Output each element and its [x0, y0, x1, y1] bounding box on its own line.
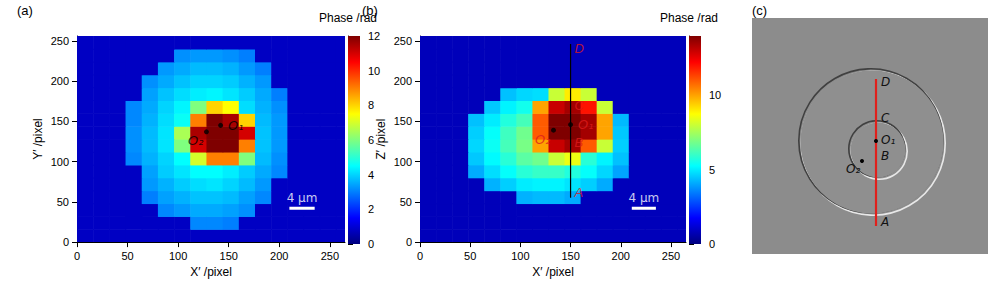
- svg-text:250: 250: [662, 250, 680, 262]
- svg-text:250: 250: [51, 35, 69, 47]
- svg-text:O₁: O₁: [578, 117, 593, 132]
- svg-text:200: 200: [612, 250, 630, 262]
- svg-text:O₂: O₂: [188, 133, 203, 148]
- svg-text:0: 0: [368, 238, 374, 250]
- svg-text:O₂: O₂: [535, 132, 550, 147]
- svg-text:100: 100: [394, 156, 412, 168]
- svg-text:12: 12: [368, 30, 380, 42]
- svg-text:100: 100: [511, 250, 529, 262]
- svg-text:150: 150: [220, 250, 238, 262]
- svg-text:O₂: O₂: [846, 162, 860, 176]
- svg-text:5: 5: [709, 164, 715, 176]
- svg-text:50: 50: [400, 196, 412, 208]
- svg-text:4: 4: [368, 169, 374, 181]
- svg-text:O₁: O₁: [228, 118, 243, 133]
- svg-text:X′ /pixel: X′ /pixel: [532, 265, 574, 279]
- svg-text:A: A: [574, 185, 584, 200]
- svg-text:Phase /rad: Phase /rad: [319, 11, 377, 25]
- svg-text:50: 50: [57, 196, 69, 208]
- svg-text:C: C: [575, 98, 585, 113]
- svg-text:0: 0: [417, 250, 423, 262]
- svg-text:50: 50: [464, 250, 476, 262]
- svg-text:Phase /rad: Phase /rad: [660, 11, 718, 25]
- svg-text:C: C: [881, 111, 890, 125]
- svg-text:200: 200: [270, 250, 288, 262]
- svg-text:10: 10: [368, 65, 380, 77]
- svg-text:B: B: [575, 135, 584, 150]
- svg-text:Z′ /pixel: Z′ /pixel: [374, 119, 388, 160]
- svg-text:D: D: [881, 75, 890, 89]
- svg-text:250: 250: [321, 250, 339, 262]
- svg-text:50: 50: [121, 250, 133, 262]
- svg-text:4 μm: 4 μm: [287, 191, 318, 205]
- svg-text:100: 100: [51, 156, 69, 168]
- svg-text:D: D: [575, 41, 584, 56]
- svg-text:10: 10: [709, 89, 721, 101]
- svg-text:250: 250: [394, 35, 412, 47]
- svg-text:X′ /pixel: X′ /pixel: [190, 265, 232, 279]
- svg-text:(c): (c): [752, 3, 767, 18]
- svg-text:4 μm: 4 μm: [628, 191, 659, 205]
- svg-text:150: 150: [561, 250, 579, 262]
- svg-text:200: 200: [394, 75, 412, 87]
- svg-text:(a): (a): [17, 3, 33, 18]
- svg-text:6: 6: [368, 134, 374, 146]
- svg-text:Y′ /pixel: Y′ /pixel: [31, 118, 45, 160]
- svg-text:150: 150: [394, 115, 412, 127]
- svg-text:0: 0: [709, 238, 715, 250]
- svg-text:A: A: [880, 215, 889, 229]
- svg-text:200: 200: [51, 75, 69, 87]
- svg-text:2: 2: [368, 203, 374, 215]
- svg-text:8: 8: [368, 99, 374, 111]
- svg-text:150: 150: [51, 115, 69, 127]
- svg-text:0: 0: [63, 236, 69, 248]
- svg-text:0: 0: [406, 236, 412, 248]
- svg-text:0: 0: [74, 250, 80, 262]
- svg-text:100: 100: [169, 250, 187, 262]
- svg-text:O₁: O₁: [881, 133, 895, 147]
- svg-text:B: B: [881, 149, 889, 163]
